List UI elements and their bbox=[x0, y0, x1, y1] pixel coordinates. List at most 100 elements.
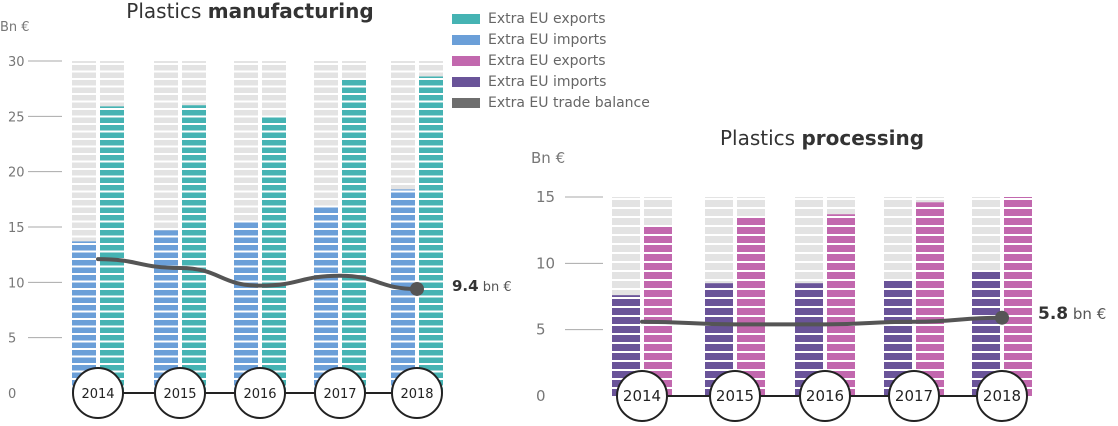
export-bar-segment bbox=[419, 237, 443, 243]
background-bar-segment bbox=[72, 125, 96, 131]
background-bar-segment bbox=[314, 132, 338, 138]
background-bar-segment bbox=[72, 65, 96, 71]
import-bar-segment bbox=[391, 192, 415, 198]
import-bar-segment bbox=[884, 308, 912, 315]
export-bar-segment bbox=[1004, 200, 1032, 207]
legend-swatch bbox=[452, 76, 480, 87]
background-bar-segment bbox=[972, 245, 1000, 252]
export-bar-segment bbox=[1004, 326, 1032, 333]
legend-label: Extra EU trade balance bbox=[488, 94, 650, 111]
export-bar-segment bbox=[644, 290, 672, 297]
background-bar-segment bbox=[795, 227, 823, 234]
import-bar bbox=[314, 207, 338, 393]
import-bar-segment bbox=[154, 342, 178, 348]
background-bar-segment bbox=[72, 170, 96, 176]
background-bar-segment bbox=[72, 222, 96, 228]
export-bar-segment bbox=[182, 312, 206, 318]
export-bar-segment bbox=[916, 272, 944, 279]
x-tick-label: 2018 bbox=[983, 387, 1021, 405]
background-bar-segment bbox=[314, 102, 338, 108]
import-bar-segment bbox=[391, 282, 415, 288]
background-bar-segment bbox=[884, 200, 912, 207]
import-bar-segment bbox=[154, 305, 178, 311]
export-bar-segment bbox=[262, 357, 286, 363]
import-bar-segment bbox=[705, 283, 733, 288]
export-bar-segment bbox=[182, 365, 206, 371]
import-bar-segment bbox=[72, 282, 96, 288]
background-bar-segment bbox=[72, 162, 96, 168]
import-bar-segment bbox=[72, 342, 96, 348]
export-bar-segment bbox=[419, 327, 443, 333]
background-bar-segment bbox=[182, 72, 206, 78]
import-bar-segment bbox=[972, 299, 1000, 306]
background-bar-segment bbox=[72, 230, 96, 236]
export-bar-segment bbox=[419, 102, 443, 108]
export-bar-segment bbox=[737, 281, 765, 288]
background-bar-segment bbox=[884, 272, 912, 279]
background-bar-segment bbox=[884, 227, 912, 234]
export-bar-segment bbox=[100, 267, 124, 273]
export-bar-segment bbox=[916, 299, 944, 306]
export-bar-segment bbox=[419, 87, 443, 93]
export-bar-segment bbox=[1004, 308, 1032, 315]
export-bar-segment bbox=[182, 335, 206, 341]
export-bar-segment bbox=[182, 260, 206, 266]
y-tick-label: 15 bbox=[536, 188, 555, 206]
import-bar-segment bbox=[391, 290, 415, 296]
background-bar-segment bbox=[795, 272, 823, 279]
export-bar-segment bbox=[182, 357, 206, 363]
import-bar-segment bbox=[314, 312, 338, 318]
background-bar-segment bbox=[72, 177, 96, 183]
import-bar-segment bbox=[72, 327, 96, 333]
export-bar-segment bbox=[916, 236, 944, 243]
year-circle bbox=[72, 367, 124, 419]
y-tick-label: 15 bbox=[8, 221, 25, 236]
background-bar-segment bbox=[972, 236, 1000, 243]
export-bar-segment bbox=[916, 245, 944, 252]
background-bar-segment bbox=[827, 209, 855, 216]
export-bar-segment bbox=[1004, 227, 1032, 234]
import-bar-segment bbox=[234, 320, 258, 326]
export-bar-segment bbox=[419, 132, 443, 138]
import-bar-segment bbox=[72, 260, 96, 266]
export-bar-segment bbox=[342, 185, 366, 191]
export-bar-segment bbox=[182, 170, 206, 176]
y-tick-label: 0 bbox=[8, 387, 16, 402]
import-bar-segment bbox=[314, 260, 338, 266]
background-bar-segment bbox=[100, 61, 124, 63]
export-bar-segment bbox=[419, 117, 443, 123]
export-bar-segment bbox=[100, 170, 124, 176]
export-bar bbox=[342, 80, 366, 393]
trade-balance-end-point bbox=[995, 310, 1009, 325]
export-bar-segment bbox=[419, 282, 443, 288]
export-bar-segment bbox=[342, 102, 366, 108]
background-bar-segment bbox=[100, 87, 124, 93]
export-bar-segment bbox=[1004, 362, 1032, 369]
export-bar-segment bbox=[827, 344, 855, 351]
import-bar-segment bbox=[154, 357, 178, 363]
export-bar-segment bbox=[827, 263, 855, 270]
background-bar-segment bbox=[314, 87, 338, 93]
background-bar-segment bbox=[612, 290, 640, 297]
export-bar-segment bbox=[342, 200, 366, 206]
y-tick-label: 0 bbox=[536, 387, 546, 405]
export-bar-segment bbox=[262, 327, 286, 333]
background-bar-segment bbox=[314, 125, 338, 131]
y-tick-label: 5 bbox=[8, 332, 16, 347]
background-bar-segment bbox=[72, 132, 96, 138]
legend-swatch bbox=[452, 13, 480, 24]
import-bar-segment bbox=[234, 342, 258, 348]
export-bar-segment bbox=[182, 342, 206, 348]
x-tick-label: 2016 bbox=[806, 387, 844, 405]
chart-title: Plastics processing bbox=[720, 126, 924, 150]
export-bar-segment bbox=[916, 326, 944, 333]
export-bar-segment bbox=[100, 290, 124, 296]
export-bar-segment bbox=[182, 320, 206, 326]
export-bar-segment bbox=[182, 177, 206, 183]
background-bar-segment bbox=[314, 95, 338, 101]
import-bar-segment bbox=[314, 305, 338, 311]
export-bar-segment bbox=[342, 350, 366, 356]
import-bar-segment bbox=[72, 267, 96, 273]
year-circle bbox=[976, 370, 1028, 422]
import-bar-segment bbox=[314, 215, 338, 221]
